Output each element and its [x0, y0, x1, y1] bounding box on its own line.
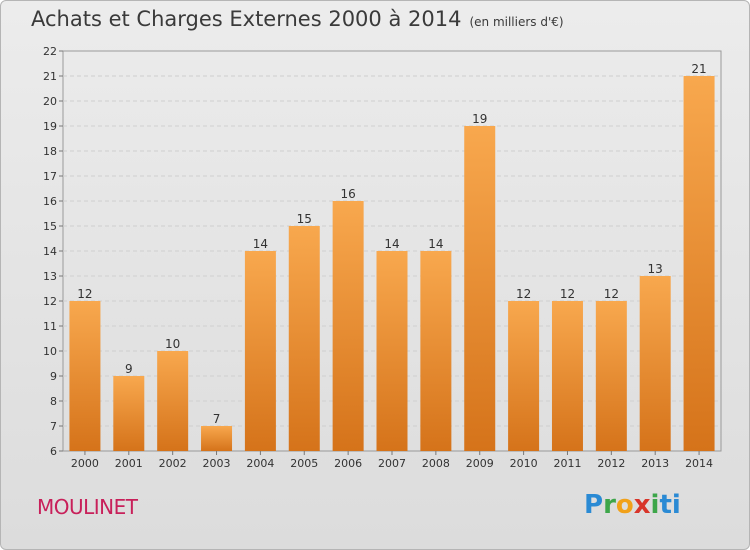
data-label: 10 — [165, 337, 180, 351]
bar-2001[interactable] — [113, 376, 145, 451]
x-tick-label: 2002 — [159, 457, 187, 470]
data-label: 14 — [253, 237, 268, 251]
y-tick-label: 17 — [43, 170, 57, 183]
bar-2002[interactable] — [157, 351, 189, 451]
x-tick-label: 2010 — [510, 457, 538, 470]
x-tick-label: 2003 — [203, 457, 231, 470]
y-tick-label: 9 — [50, 370, 57, 383]
y-tick-label: 18 — [43, 145, 57, 158]
y-tick-label: 21 — [43, 70, 57, 83]
data-label: 15 — [297, 212, 312, 226]
bar-2010[interactable] — [508, 301, 540, 451]
data-label: 9 — [125, 362, 133, 376]
x-tick-label: 2001 — [115, 457, 143, 470]
x-tick-label: 2011 — [553, 457, 581, 470]
bar-2008[interactable] — [420, 251, 452, 451]
chart-subtitle: (en milliers d'€) — [469, 15, 564, 29]
x-tick-label: 2009 — [466, 457, 494, 470]
proxiti-logo[interactable]: Proxiti — [584, 490, 681, 520]
data-label: 14 — [428, 237, 443, 251]
x-tick-label: 2008 — [422, 457, 450, 470]
logo-letter: r — [603, 490, 616, 520]
data-label: 7 — [213, 412, 221, 426]
y-tick-label: 15 — [43, 220, 57, 233]
logo-letter: x — [633, 490, 651, 520]
x-tick-label: 2004 — [246, 457, 274, 470]
x-tick-label: 2012 — [597, 457, 625, 470]
bar-2014[interactable] — [683, 76, 715, 451]
y-tick-label: 14 — [43, 245, 57, 258]
x-tick-label: 2007 — [378, 457, 406, 470]
logo-letter: i — [650, 490, 660, 520]
bar-2007[interactable] — [376, 251, 408, 451]
x-tick-label: 2005 — [290, 457, 318, 470]
y-tick-label: 22 — [43, 45, 57, 58]
bar-2009[interactable] — [464, 126, 496, 451]
labels-layer: 6 7 8 9 10 11 12 13 14 15 16 17 18 19 20 21 22 12 2000 9 200… — [43, 45, 713, 470]
bar-2003[interactable] — [201, 426, 233, 451]
data-label: 13 — [648, 262, 663, 276]
chart-title-text: Achats et Charges Externes 2000 à 2014 — [31, 7, 462, 31]
x-tick-label: 2000 — [71, 457, 99, 470]
y-tick-label: 19 — [43, 120, 57, 133]
y-tick-label: 8 — [50, 395, 57, 408]
data-label: 21 — [691, 62, 706, 76]
bar-2006[interactable] — [332, 201, 364, 451]
x-tick-label: 2014 — [685, 457, 713, 470]
x-tick-label: 2013 — [641, 457, 669, 470]
y-tick-label: 7 — [50, 420, 57, 433]
commune-name: MOULINET — [37, 495, 138, 519]
y-tick-label: 13 — [43, 270, 57, 283]
y-tick-label: 11 — [43, 320, 57, 333]
data-label: 14 — [384, 237, 399, 251]
logo-letter: ti — [659, 490, 681, 520]
y-tick-label: 12 — [43, 295, 57, 308]
data-label: 12 — [77, 287, 92, 301]
logo-letter: o — [615, 490, 634, 520]
data-label: 12 — [516, 287, 531, 301]
x-tick-label: 2006 — [334, 457, 362, 470]
y-tick-label: 20 — [43, 95, 57, 108]
data-label: 12 — [560, 287, 575, 301]
data-label: 16 — [340, 187, 355, 201]
bar-2000[interactable] — [69, 301, 101, 451]
bar-2012[interactable] — [595, 301, 627, 451]
bar-2013[interactable] — [639, 276, 671, 451]
bar-2011[interactable] — [551, 301, 583, 451]
data-label: 12 — [604, 287, 619, 301]
bar-2005[interactable] — [288, 226, 320, 451]
y-tick-label: 10 — [43, 345, 57, 358]
bars-layer — [69, 76, 715, 451]
y-tick-label: 16 — [43, 195, 57, 208]
bar-2004[interactable] — [244, 251, 276, 451]
logo-letter: P — [584, 490, 604, 520]
chart-title: Achats et Charges Externes 2000 à 2014 (e… — [31, 7, 564, 31]
y-tick-label: 6 — [50, 445, 57, 458]
data-label: 19 — [472, 112, 487, 126]
